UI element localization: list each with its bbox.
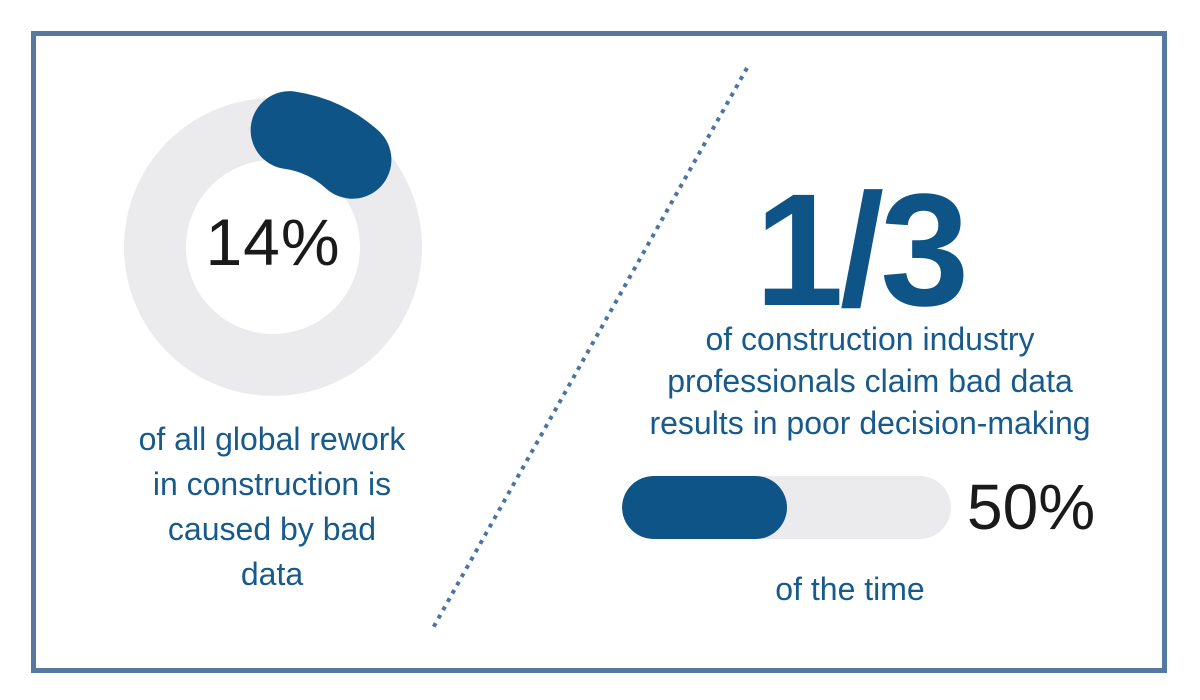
donut-value-arc [250,91,392,199]
left-caption-line: in construction is [152,466,392,502]
left-caption-line: data [240,556,304,592]
right-caption-line: of construction industry [705,321,1035,357]
progress-value-label: 50% [967,471,1096,543]
progress-bar-fill [622,476,787,539]
progress-row: 50% [622,471,1096,543]
right-caption-line: results in poor decision-making [649,405,1091,441]
bar-sub-caption: of the time [775,571,925,607]
fraction-value: 1/3 [754,160,969,339]
donut-center-value: 14% [205,205,341,279]
donut-chart [124,91,422,396]
left-caption-line: of all global rework [138,421,406,457]
right-stat-caption: of construction industry professionals c… [605,318,1135,444]
progress-bar-track [622,476,951,539]
left-stat-caption: of all global rework in construction is … [107,417,437,597]
right-caption-line: professionals claim bad data [667,363,1073,399]
left-caption-line: caused by bad [167,511,377,547]
